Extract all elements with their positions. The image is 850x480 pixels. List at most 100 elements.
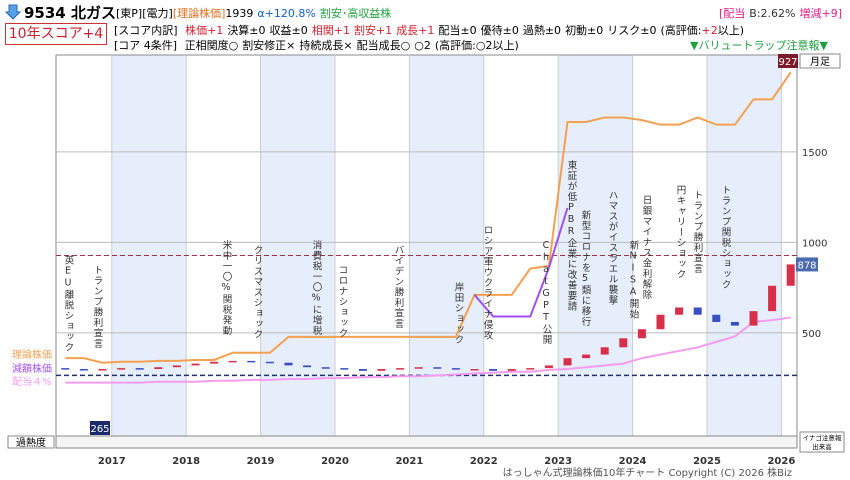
x-tick-label: 2023 bbox=[544, 456, 572, 467]
event-label: ChatGPT公開 bbox=[541, 240, 553, 345]
market: [東P][電力] bbox=[116, 7, 173, 20]
x-tick-label: 2026 bbox=[767, 456, 795, 467]
event-label: 日銀マイナス金利解除 bbox=[641, 195, 653, 300]
last-label: 878 bbox=[797, 260, 816, 271]
candle bbox=[470, 369, 479, 371]
candle bbox=[358, 369, 367, 371]
candle bbox=[396, 368, 405, 370]
core-item: 持続成長× bbox=[299, 39, 353, 52]
volume-box bbox=[799, 431, 845, 453]
candle bbox=[619, 338, 628, 348]
low-label: 265 bbox=[90, 424, 109, 435]
candle bbox=[79, 369, 88, 371]
score-note: (高評価: bbox=[660, 24, 702, 37]
candle bbox=[730, 321, 739, 326]
dividend: B:2.62% bbox=[749, 7, 796, 20]
x-tick-label: 2019 bbox=[247, 456, 275, 467]
score-item: 過熱±0 bbox=[522, 24, 562, 37]
score-title: [スコア内訳] bbox=[114, 24, 178, 37]
series-line bbox=[65, 316, 791, 384]
score-box: 10年スコア+4 bbox=[5, 23, 107, 45]
candle bbox=[247, 360, 256, 363]
x-tick-label: 2024 bbox=[619, 456, 647, 467]
candle bbox=[377, 369, 386, 371]
score-item: 相関+1 bbox=[311, 24, 350, 37]
warning: ▼バリュートラップ注意報▼ bbox=[690, 39, 828, 52]
candle bbox=[526, 368, 535, 370]
volume-label: 出来高 bbox=[812, 442, 832, 451]
event-label: トランプ勝利宣言 bbox=[92, 265, 104, 349]
score-note: 以上) bbox=[717, 24, 745, 37]
candle bbox=[265, 361, 274, 364]
core-item: 正相関度○ bbox=[184, 39, 239, 52]
candle bbox=[712, 314, 721, 322]
score-breakdown: [スコア内訳] 株価+1 決算±0 収益±0 相関+1 割安+1 成長+1 配当±0 優待±0… bbox=[114, 22, 748, 38]
candle bbox=[600, 347, 609, 355]
low-label-box bbox=[90, 421, 110, 435]
score-item: 配当±0 bbox=[438, 24, 477, 37]
theory-label: [理論株価] bbox=[172, 7, 226, 20]
candle bbox=[154, 367, 163, 370]
dividend-label: [配当 bbox=[718, 7, 746, 20]
header: 9534 北ガス [東P][電力][理論株価]1939 α+120.8% 割安･高収… bbox=[0, 0, 850, 52]
candle bbox=[414, 367, 423, 369]
period: 月足 bbox=[810, 56, 830, 68]
event-label: ハマスがイスラエル襲撃 bbox=[607, 190, 619, 306]
score-item: 収益±0 bbox=[269, 24, 308, 37]
overheat-strip bbox=[55, 435, 798, 449]
candle bbox=[172, 365, 181, 368]
event-label: 新NISA開始 bbox=[628, 240, 640, 320]
alpha: α+120.8% bbox=[257, 7, 316, 20]
candle bbox=[98, 369, 107, 371]
year-shade bbox=[260, 55, 335, 436]
event-label: ロシア軍ウクライナ侵攻 bbox=[482, 225, 494, 341]
core-item: 配当成長○ bbox=[356, 39, 411, 52]
candle bbox=[117, 368, 126, 370]
score-item: 初動±0 bbox=[565, 24, 604, 37]
event-label: 円キャリーショック bbox=[675, 185, 687, 280]
event-label: バイデン勝利宣言 bbox=[393, 245, 405, 329]
event-label: 東証が低PBR企業に改善要請 bbox=[566, 159, 578, 311]
score-item: 成長+1 bbox=[396, 24, 435, 37]
summary: [東P][電力][理論株価]1939 α+120.8% 割安･高収益株 bbox=[116, 5, 391, 21]
volume-label: イナゴ注意報 bbox=[803, 433, 842, 442]
overheat-label: 過熱度 bbox=[16, 436, 46, 449]
candle bbox=[210, 361, 219, 364]
high-label-box bbox=[778, 54, 798, 68]
candle bbox=[582, 354, 591, 359]
candle bbox=[191, 363, 200, 366]
event-label: クリスマスショック bbox=[252, 245, 263, 340]
candle bbox=[563, 358, 572, 366]
year-shade bbox=[409, 55, 484, 436]
y-tick-label: 1000 bbox=[802, 238, 827, 249]
x-tick-label: 2017 bbox=[98, 456, 126, 467]
x-tick-label: 2021 bbox=[395, 456, 423, 467]
legend-label: 配当４% bbox=[12, 375, 52, 388]
x-tick-label: 2020 bbox=[321, 456, 349, 467]
candle bbox=[135, 368, 144, 370]
core-note: (高評価:○2以上) bbox=[434, 39, 519, 52]
candle bbox=[489, 369, 498, 371]
core-conditions: [コア 4条件] 正相関度○ 割安修正× 持続成長× 配当成長○ ○2 (高評価:○2以上… bbox=[114, 37, 523, 53]
event-label: 新型コロナを5類に移行 bbox=[580, 210, 592, 327]
candle bbox=[61, 368, 70, 370]
candle bbox=[693, 307, 702, 315]
year-shade bbox=[707, 55, 782, 436]
event-label: 岸田ショック bbox=[453, 282, 465, 345]
score-item: 優待±0 bbox=[480, 24, 519, 37]
event-label: コロナショック bbox=[337, 265, 348, 339]
x-tick-label: 2022 bbox=[470, 456, 498, 467]
high-label: 927 bbox=[778, 57, 797, 68]
legend-label: 減額株価 bbox=[12, 362, 52, 375]
candle bbox=[656, 314, 665, 330]
overheat-box bbox=[7, 435, 55, 449]
candle bbox=[228, 360, 237, 363]
change: 増減+9] bbox=[799, 7, 842, 20]
stock-name: 9534 北ガス bbox=[24, 4, 116, 22]
period-box bbox=[799, 53, 841, 69]
y-tick-label: 1500 bbox=[802, 148, 827, 159]
candle bbox=[768, 285, 777, 312]
year-shade bbox=[558, 55, 633, 436]
candle bbox=[786, 264, 795, 286]
